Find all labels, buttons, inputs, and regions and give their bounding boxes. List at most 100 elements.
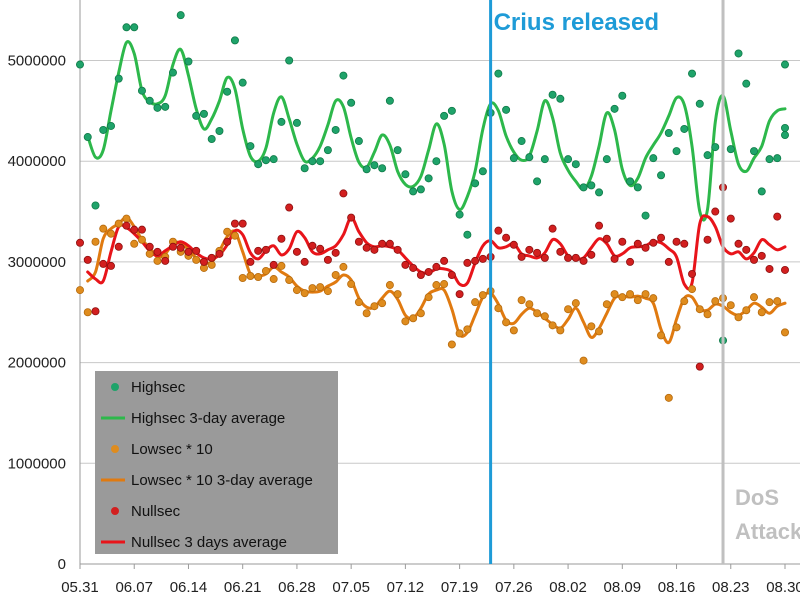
data-point-nullsec — [91, 307, 100, 316]
data-point-lowsec-10 — [300, 289, 309, 298]
data-point-lowsec-10 — [269, 275, 278, 284]
data-point-lowsec-10 — [106, 229, 115, 238]
annotations: Crius released DoS Attack — [489, 0, 800, 564]
x-tick-label: 05.31 — [61, 579, 99, 596]
data-point-highsec — [246, 142, 255, 151]
data-point-lowsec-10 — [223, 227, 232, 236]
data-point-nullsec — [781, 265, 790, 274]
data-point-highsec — [695, 99, 704, 108]
data-point-highsec — [277, 117, 286, 126]
data-point-highsec — [308, 157, 317, 166]
data-point-lowsec-10 — [688, 285, 697, 294]
data-point-nullsec — [215, 249, 224, 258]
data-point-nullsec — [564, 253, 573, 262]
data-point-nullsec — [339, 189, 348, 198]
data-point-nullsec — [254, 246, 263, 255]
event-label: DoS — [735, 485, 779, 510]
axes: 0 1000000 2000000 3000000 4000000 5000000 05.3… — [8, 0, 800, 596]
data-point-nullsec — [122, 221, 131, 230]
data-point-highsec — [316, 157, 325, 166]
data-point-highsec — [447, 106, 456, 115]
data-point-highsec — [184, 57, 193, 66]
data-point-highsec — [339, 71, 348, 80]
data-point-lowsec-10 — [99, 224, 108, 233]
data-point-nullsec — [83, 255, 92, 264]
legend-label-nullsec: Nullsec — [131, 503, 181, 520]
legend-label-nullsec-3-days-average: Nullsec 3 days average — [131, 534, 287, 551]
data-point-nullsec — [688, 269, 697, 278]
data-point-lowsec-10 — [347, 280, 356, 289]
data-point-highsec — [595, 188, 604, 197]
data-point-nullsec — [757, 251, 766, 260]
data-point-highsec — [416, 185, 425, 194]
x-tick-label: 08.30 — [766, 579, 800, 596]
data-point-nullsec — [618, 237, 627, 246]
data-point-highsec — [711, 143, 720, 152]
data-point-nullsec — [649, 238, 658, 247]
data-point-lowsec-10 — [137, 235, 146, 244]
data-point-nullsec — [378, 239, 387, 248]
data-point-nullsec — [703, 235, 712, 244]
data-point-nullsec — [370, 245, 379, 254]
event-label: Crius released — [494, 9, 659, 36]
data-point-highsec — [765, 155, 774, 164]
data-point-nullsec — [137, 225, 146, 234]
data-point-nullsec — [385, 239, 394, 248]
data-point-lowsec-10 — [757, 308, 766, 317]
data-point-lowsec-10 — [773, 297, 782, 306]
y-tick-label: 4000000 — [8, 153, 66, 170]
data-point-nullsec — [773, 212, 782, 221]
data-point-highsec — [254, 160, 263, 169]
y-tick-label: 5000000 — [8, 53, 66, 70]
data-point-highsec — [548, 90, 557, 99]
data-point-lowsec-10 — [378, 299, 387, 308]
x-tick-label: 07.19 — [441, 579, 479, 596]
data-point-lowsec-10 — [587, 322, 596, 331]
data-point-lowsec-10 — [540, 312, 549, 321]
data-point-highsec — [556, 94, 565, 103]
data-point-nullsec — [153, 247, 162, 256]
data-point-nullsec — [393, 245, 402, 254]
data-point-lowsec-10 — [525, 300, 534, 309]
data-point-lowsec-10 — [680, 297, 689, 306]
data-point-highsec — [378, 164, 387, 173]
data-point-lowsec-10 — [703, 310, 712, 319]
data-point-nullsec — [579, 256, 588, 265]
data-point-highsec — [742, 79, 751, 88]
data-point-highsec — [734, 49, 743, 58]
data-point-lowsec-10 — [192, 255, 201, 264]
x-tick-label: 08.02 — [549, 579, 587, 596]
data-point-highsec — [370, 161, 379, 170]
data-point-lowsec-10 — [455, 329, 464, 338]
data-point-nullsec — [548, 224, 557, 233]
data-point-highsec — [269, 155, 278, 164]
x-tick-label: 08.23 — [712, 579, 750, 596]
data-point-lowsec-10 — [277, 261, 286, 270]
data-point-lowsec-10 — [548, 321, 557, 330]
data-point-lowsec-10 — [610, 290, 619, 299]
data-point-highsec — [238, 78, 247, 87]
legend-marker-lowsec-10 — [111, 445, 119, 453]
data-point-lowsec-10 — [261, 266, 270, 275]
data-point-lowsec-10 — [595, 327, 604, 336]
data-point-lowsec-10 — [517, 296, 526, 305]
data-point-nullsec — [145, 242, 154, 251]
data-point-nullsec — [471, 256, 480, 265]
data-point-highsec — [533, 177, 542, 186]
data-point-highsec — [331, 125, 340, 134]
data-point-highsec — [633, 183, 642, 192]
data-point-lowsec-10 — [649, 294, 658, 303]
data-point-highsec — [517, 137, 526, 146]
series-layer — [76, 11, 790, 402]
data-point-nullsec — [277, 234, 286, 243]
data-point-lowsec-10 — [765, 298, 774, 307]
data-point-nullsec — [246, 257, 255, 266]
data-point-highsec — [494, 69, 503, 78]
data-point-highsec — [664, 129, 673, 138]
x-tick-label: 07.12 — [387, 579, 425, 596]
data-point-highsec — [323, 146, 332, 155]
data-point-lowsec-10 — [502, 318, 511, 327]
data-point-nullsec — [525, 245, 534, 254]
data-point-nullsec — [695, 362, 704, 371]
